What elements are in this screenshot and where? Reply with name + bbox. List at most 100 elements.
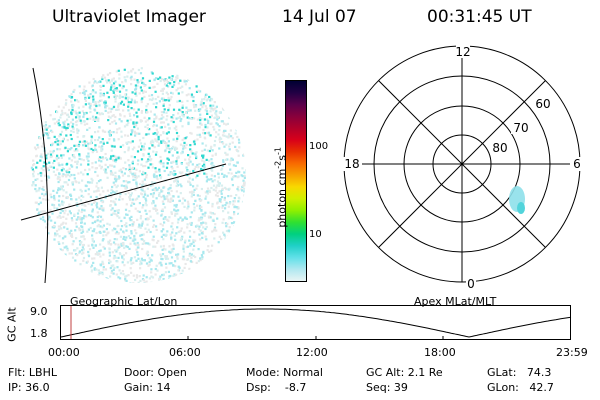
speckle (39, 159, 42, 162)
speckle (154, 138, 157, 141)
speckle (188, 252, 191, 255)
speckle (89, 110, 92, 114)
speckle (218, 125, 221, 128)
speckle (179, 229, 183, 232)
speckle (67, 115, 70, 118)
speckle (243, 171, 246, 174)
speckle (102, 209, 105, 212)
speckle (190, 190, 193, 193)
speckle (204, 126, 207, 129)
speckle (50, 196, 53, 199)
speckle (230, 194, 233, 198)
speckle (190, 93, 193, 96)
speckle (65, 217, 68, 220)
speckle (90, 139, 93, 142)
speckle (169, 233, 172, 236)
aurora-speckle-layer (30, 67, 246, 283)
speckle (190, 132, 193, 135)
speckle (194, 153, 197, 156)
speckle (155, 176, 158, 179)
speckle (138, 92, 141, 95)
speckle (61, 113, 64, 116)
speckle (51, 151, 55, 154)
speckle (245, 176, 246, 179)
speckle (35, 154, 38, 157)
speckle (40, 174, 43, 177)
speckle (162, 228, 165, 231)
speckle (127, 96, 130, 99)
speckle (90, 147, 93, 151)
speckle (61, 249, 64, 252)
speckle (92, 100, 95, 103)
speckle (184, 137, 187, 140)
speckle (228, 135, 231, 138)
speckle (186, 226, 189, 229)
speckle (215, 186, 218, 189)
speckle (175, 184, 178, 188)
speckle (209, 147, 212, 150)
speckle (215, 105, 218, 108)
speckle (36, 208, 39, 211)
speckle (139, 260, 142, 263)
speckle (175, 203, 178, 207)
speckle (96, 206, 99, 209)
speckle (66, 150, 69, 153)
speckle (172, 173, 175, 176)
speckle (173, 170, 176, 173)
speckle (51, 226, 54, 229)
speckle (160, 188, 163, 192)
speckle (213, 128, 216, 131)
speckle (126, 75, 129, 78)
speckle (209, 116, 212, 119)
speckle (168, 151, 171, 154)
speckle (114, 160, 117, 163)
speckle (195, 90, 199, 93)
speckle (201, 98, 204, 101)
speckle (148, 257, 151, 260)
speckle (96, 138, 100, 142)
colorbar (285, 80, 307, 282)
speckle (147, 132, 150, 136)
speckle (93, 103, 96, 106)
speckle (122, 244, 125, 247)
speckle (245, 182, 246, 185)
speckle (167, 198, 170, 201)
speckle (64, 209, 67, 212)
speckle (202, 154, 205, 157)
speckle (237, 138, 241, 141)
speckle (182, 255, 185, 258)
speckle (110, 271, 113, 274)
speckle (42, 169, 45, 172)
speckle (38, 211, 41, 214)
speckle (232, 176, 235, 179)
speckle (114, 155, 117, 158)
speckle (74, 259, 77, 262)
speckle (62, 138, 65, 141)
colorbar-unit-label: photon cm-2s-1 (273, 147, 289, 228)
speckle (131, 91, 134, 94)
speckle (222, 242, 225, 245)
speckle (117, 102, 120, 105)
speckle (84, 97, 87, 100)
speckle (76, 128, 79, 131)
speckle (99, 243, 102, 246)
speckle (121, 198, 124, 201)
speckle (98, 104, 101, 107)
colorbar-gradient (286, 81, 306, 281)
speckle (93, 108, 96, 111)
speckle (139, 182, 142, 186)
speckle (165, 233, 168, 236)
speckle (39, 137, 42, 140)
speckle (163, 221, 166, 224)
speckle (142, 154, 145, 157)
speckle (222, 142, 225, 145)
speckle (145, 280, 148, 283)
speckle (137, 226, 140, 229)
speckle (92, 77, 95, 81)
speckle (156, 241, 159, 244)
speckle (128, 166, 131, 169)
speckle (185, 173, 188, 176)
speckle (133, 146, 136, 149)
speckle (45, 226, 48, 229)
speckle (174, 146, 177, 149)
